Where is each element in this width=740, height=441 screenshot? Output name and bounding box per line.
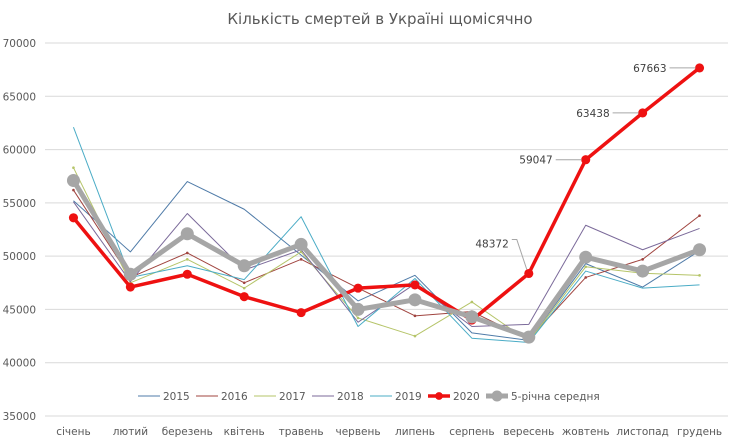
data-point xyxy=(185,251,189,255)
y-tick-label: 45000 xyxy=(3,304,36,316)
legend-label: 5-річна середня xyxy=(511,391,600,403)
x-tick-label: січень xyxy=(56,426,90,438)
x-tick-label: листопад xyxy=(616,426,668,438)
data-point xyxy=(242,281,246,285)
legend-item-2015: 2015 xyxy=(138,391,190,403)
data-point xyxy=(470,300,474,304)
y-tick-label: 50000 xyxy=(3,251,36,263)
series-2019 xyxy=(72,127,700,343)
data-point xyxy=(522,330,536,344)
data-point xyxy=(299,258,303,261)
legend-label: 2020 xyxy=(453,391,480,403)
data-point xyxy=(294,237,308,251)
y-tick-label: 60000 xyxy=(3,145,36,157)
x-tick-label: жовтень xyxy=(562,426,610,438)
legend-item-5-річна середня: 5-річна середня xyxy=(486,390,600,403)
data-point xyxy=(185,258,189,261)
x-tick-label: березень xyxy=(162,426,213,438)
data-point xyxy=(524,268,534,279)
data-label: 48372 xyxy=(475,238,508,250)
data-point xyxy=(636,264,650,278)
chart-title: Кількість смертей в Україні щомісячно xyxy=(227,10,532,28)
x-tick-label: червень xyxy=(336,426,381,438)
y-tick-label: 55000 xyxy=(3,198,36,210)
data-point xyxy=(584,265,588,269)
series-2017 xyxy=(72,166,701,343)
data-label: 67663 xyxy=(633,63,666,75)
data-point xyxy=(180,227,194,241)
legend-item-2018: 2018 xyxy=(312,391,364,403)
legend-item-2019: 2019 xyxy=(370,391,422,403)
data-point xyxy=(123,267,137,281)
x-tick-label: вересень xyxy=(503,426,554,438)
data-point xyxy=(410,280,420,290)
data-point xyxy=(581,155,591,165)
legend-marker xyxy=(435,392,443,400)
legend-label: 2016 xyxy=(221,391,248,403)
y-tick-label: 65000 xyxy=(3,91,36,103)
data-point xyxy=(242,286,246,290)
data-point xyxy=(125,282,135,292)
data-point xyxy=(641,258,644,261)
x-tick-label: квітень xyxy=(224,426,265,438)
y-tick-label: 40000 xyxy=(3,358,36,370)
series-line xyxy=(72,127,700,343)
data-point xyxy=(296,308,306,318)
x-tick-label: лютий xyxy=(113,426,148,438)
legend-label: 2017 xyxy=(279,391,306,403)
data-point xyxy=(413,334,417,338)
leader-line xyxy=(511,238,528,270)
x-tick-label: грудень xyxy=(677,426,722,438)
series-line xyxy=(72,66,701,322)
data-point xyxy=(465,310,479,324)
data-point xyxy=(66,173,80,187)
data-point xyxy=(239,292,249,302)
data-label: 59047 xyxy=(519,155,552,167)
legend-marker xyxy=(491,390,503,402)
legend-label: 2015 xyxy=(163,391,190,403)
data-point xyxy=(72,188,75,192)
data-point xyxy=(579,250,593,264)
legend-item-2020: 2020 xyxy=(428,391,480,403)
data-point xyxy=(237,259,251,273)
data-point xyxy=(698,214,701,217)
data-point xyxy=(351,302,365,316)
data-point xyxy=(698,274,701,277)
x-tick-label: травень xyxy=(279,426,324,438)
data-point xyxy=(693,243,707,257)
y-tick-label: 70000 xyxy=(3,38,36,50)
legend-label: 2019 xyxy=(395,391,422,403)
series-5-річна середня xyxy=(66,173,707,344)
data-point xyxy=(68,213,79,223)
data-point xyxy=(413,314,417,318)
data-point xyxy=(694,63,705,73)
series-line xyxy=(73,167,700,342)
data-point xyxy=(584,276,588,279)
data-point xyxy=(353,283,363,293)
legend-item-2017: 2017 xyxy=(254,391,306,403)
y-tick-label: 35000 xyxy=(3,411,36,423)
legend-label: 2018 xyxy=(337,391,364,403)
x-tick-label: серпень xyxy=(449,426,494,438)
data-label: 63438 xyxy=(576,108,609,120)
data-point xyxy=(72,166,75,169)
x-tick-label: липень xyxy=(395,426,435,438)
series-line xyxy=(71,179,701,340)
legend-item-2016: 2016 xyxy=(196,391,248,403)
series-2020 xyxy=(68,63,705,325)
series-line xyxy=(73,189,700,340)
data-point xyxy=(356,316,360,320)
data-point xyxy=(182,269,192,279)
data-point xyxy=(638,108,648,118)
data-point xyxy=(408,293,422,307)
